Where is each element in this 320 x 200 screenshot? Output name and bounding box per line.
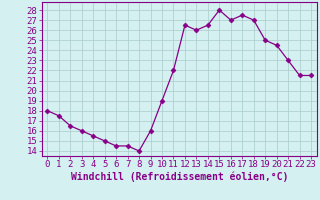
X-axis label: Windchill (Refroidissement éolien,°C): Windchill (Refroidissement éolien,°C) — [70, 172, 288, 182]
